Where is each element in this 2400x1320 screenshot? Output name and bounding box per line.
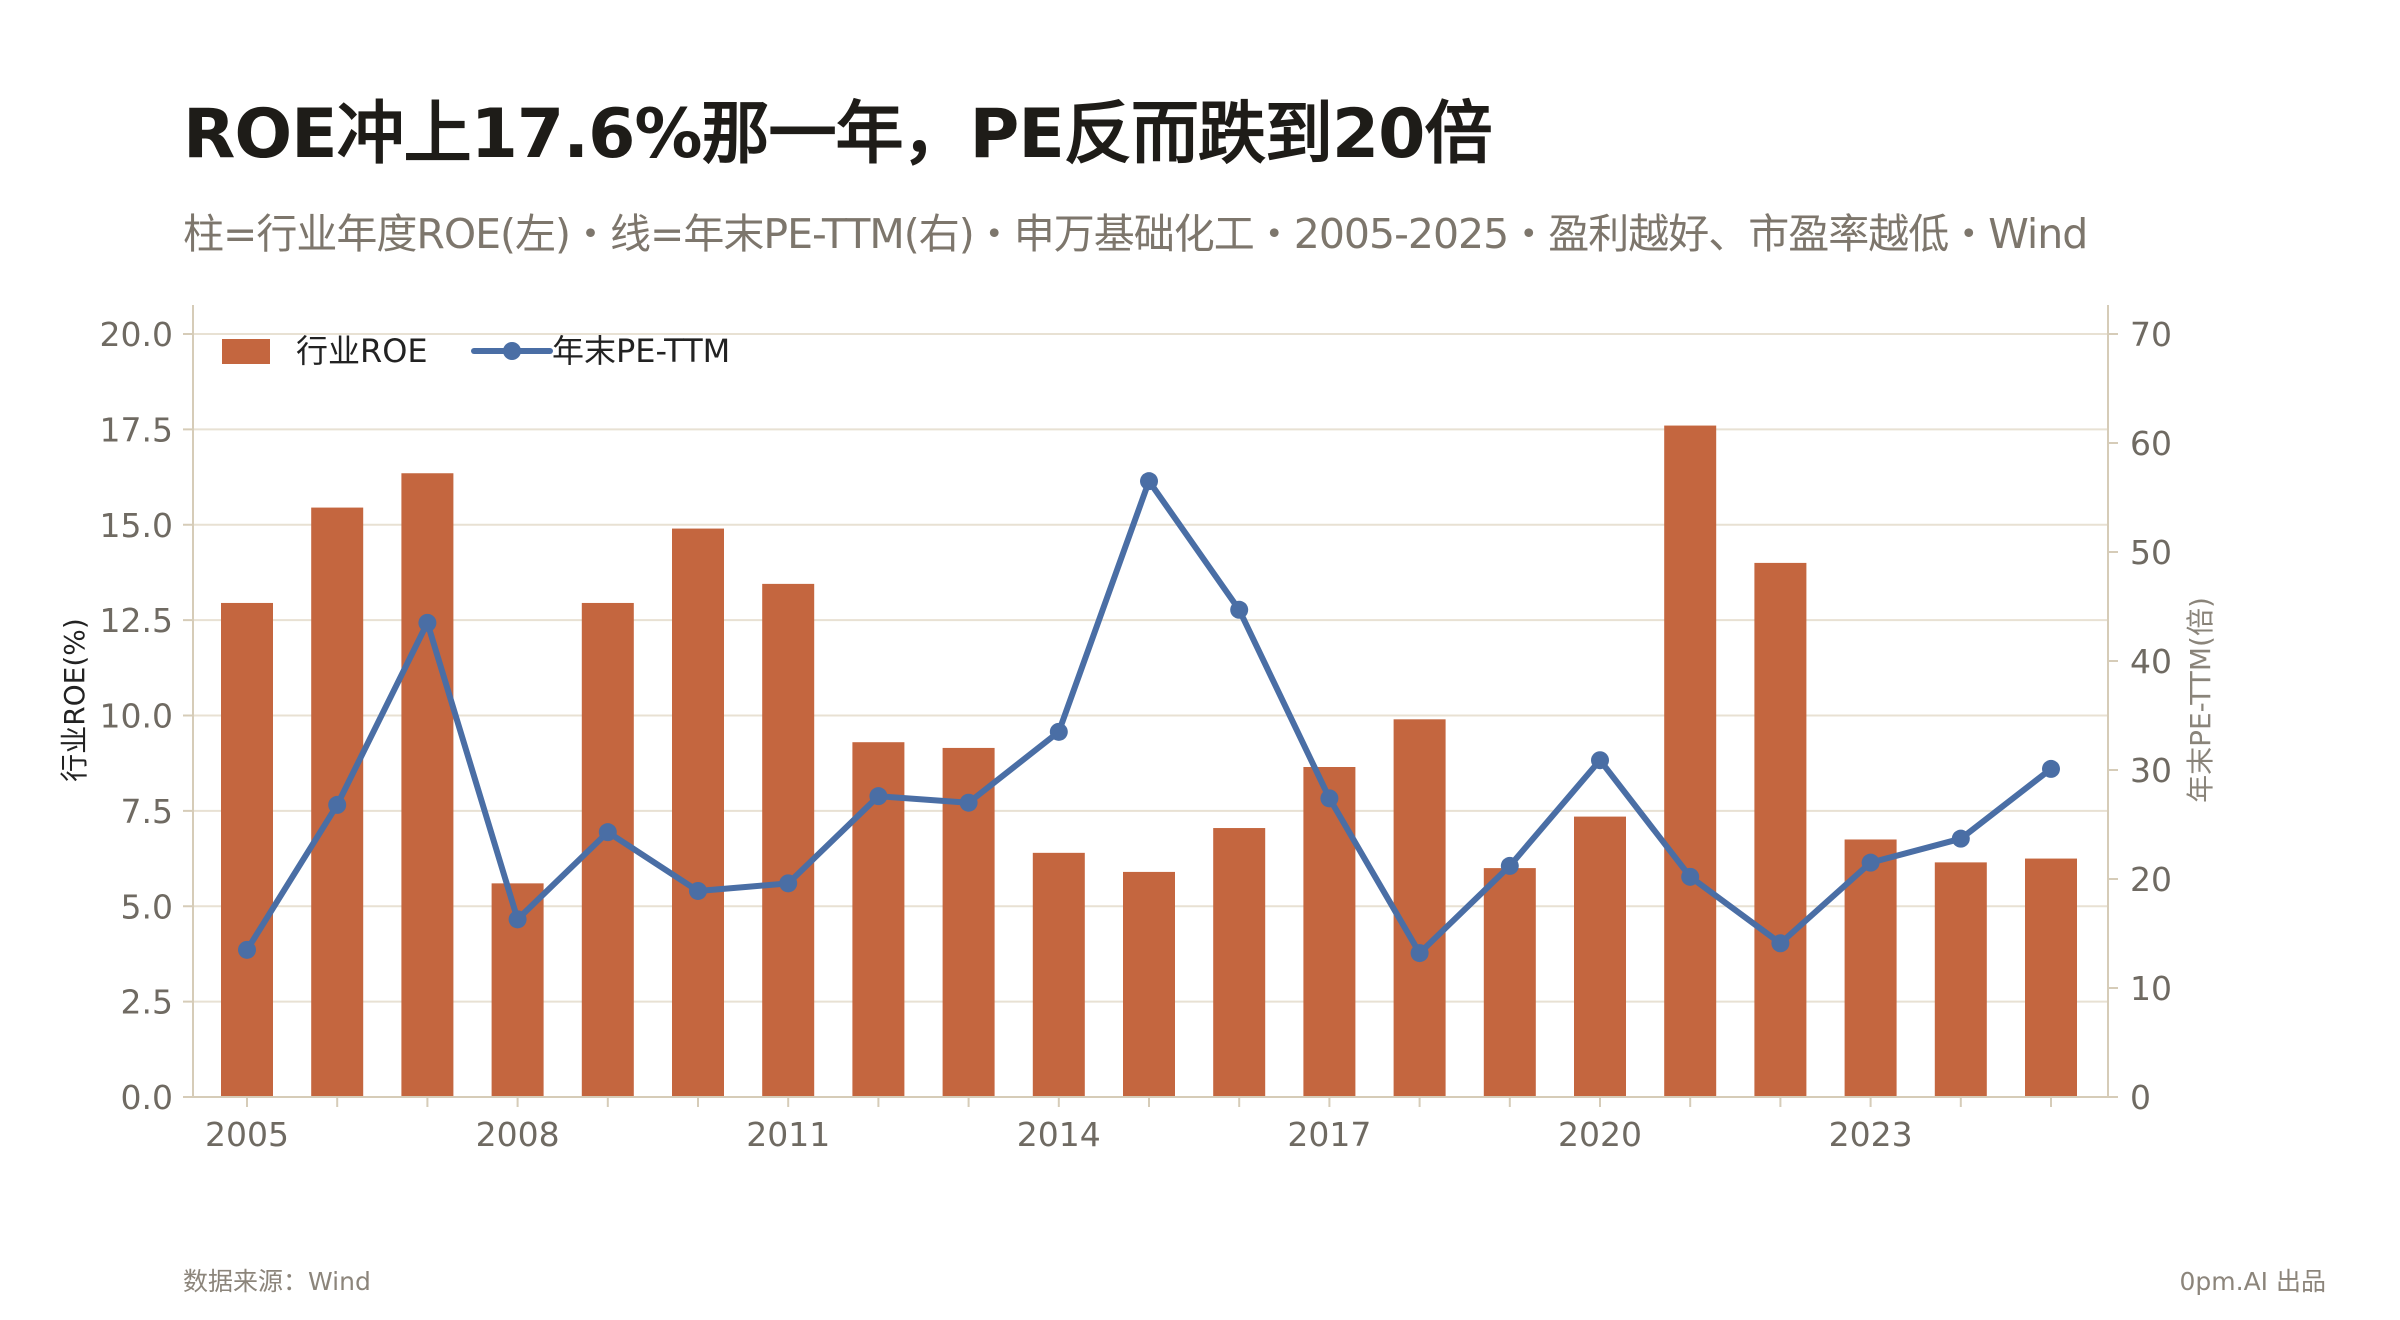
roe-bar [1754, 562, 1807, 1097]
pe-point [1951, 829, 1970, 848]
y-left-tick-label: 12.5 [100, 601, 173, 640]
y-left-tick-label: 10.0 [100, 697, 173, 736]
roe-bar [1483, 868, 1536, 1097]
pe-point [238, 940, 256, 959]
roe-bar [221, 602, 273, 1097]
y-axis-right-label: 年末PE-TTM(倍) [2184, 597, 2217, 803]
roe-bar [1213, 828, 1266, 1097]
pe-point [1049, 722, 1068, 741]
roe-bar [1393, 719, 1446, 1097]
y-left-tick-label: 7.5 [121, 792, 173, 831]
y-right-tick-label: 10 [2130, 969, 2172, 1008]
y-right-tick-label: 30 [2130, 751, 2172, 790]
roe-bar [401, 473, 454, 1097]
pe-point [1771, 934, 1790, 953]
pe-point [2042, 759, 2060, 778]
x-tick-label: 2014 [1017, 1115, 1101, 1154]
roe-bar [762, 583, 815, 1097]
legend-bar-swatch [222, 339, 270, 364]
y-left-tick-label: 15.0 [100, 506, 173, 545]
y-right-tick-label: 0 [2130, 1078, 2151, 1117]
pe-point [959, 793, 978, 812]
pe-point [1140, 472, 1158, 491]
pe-point [869, 787, 888, 806]
pe-point [598, 823, 617, 842]
y-axis-left-label: 行业ROE(%) [58, 618, 91, 782]
roe-bar [672, 528, 724, 1097]
axes [183, 305, 2118, 1107]
y-right-tick-label: 50 [2130, 533, 2172, 572]
y-left-tick-label: 5.0 [121, 887, 173, 926]
legend-line-marker [503, 342, 521, 360]
x-tick-label: 2011 [746, 1115, 830, 1154]
pe-point [779, 874, 798, 893]
x-tick-label: 2023 [1829, 1115, 1913, 1154]
roe-bar [1934, 862, 1987, 1097]
x-tick-label: 2020 [1558, 1115, 1642, 1154]
x-tick-label: 2017 [1287, 1115, 1371, 1154]
roe-bar [1303, 767, 1356, 1097]
pe-point [418, 613, 437, 632]
y-right-tick-label: 60 [2130, 424, 2172, 463]
roe-bar [1123, 871, 1175, 1097]
roe-bar [1574, 816, 1626, 1097]
tick-labels: 0.0 2.5 5.0 7.5 10.0 12.5 15.0 17.5 20.0 0 10 20 30 4… [100, 315, 2172, 1154]
legend-bar-label: 行业ROE [296, 332, 428, 370]
credit-note: 0pm.AI 出品 [2179, 1267, 2327, 1296]
pe-point [689, 881, 707, 900]
pe-point [1861, 853, 1880, 872]
chart-title: ROE冲上17.6%那一年，PE反而跌到20倍 [183, 95, 1492, 174]
pe-point [1230, 600, 1249, 619]
legend: 行业ROE 年末PE-TTM [222, 332, 730, 370]
pe-point [1320, 789, 1339, 808]
roe-bar [1032, 852, 1085, 1097]
y-left-tick-label: 2.5 [121, 983, 173, 1022]
pe-point [508, 910, 527, 929]
pe-line [238, 472, 2060, 963]
roe-bar [1844, 839, 1897, 1097]
y-right-tick-label: 20 [2130, 860, 2172, 899]
y-left-tick-label: 0.0 [121, 1078, 173, 1117]
pe-point [1591, 751, 1609, 770]
pe-point [1500, 856, 1519, 875]
pe-point [1681, 867, 1700, 886]
pe-point [1410, 944, 1429, 963]
pe-point [328, 795, 347, 814]
roe-bar [2025, 858, 2077, 1097]
roe-bars [221, 425, 2077, 1097]
x-tick-label: 2005 [205, 1115, 289, 1154]
source-note: 数据来源：Wind [183, 1267, 371, 1296]
y-left-tick-label: 20.0 [100, 315, 173, 354]
y-right-tick-label: 70 [2130, 315, 2172, 354]
y-left-tick-label: 17.5 [100, 410, 173, 449]
chart-subtitle: 柱=行业年度ROE(左)・线=年末PE-TTM(右)・申万基础化工・2005-2… [183, 210, 2088, 258]
x-tick-label: 2008 [476, 1115, 560, 1154]
y-right-tick-label: 40 [2130, 642, 2172, 681]
legend-line-label: 年末PE-TTM [552, 332, 730, 370]
roe-bar [1664, 425, 1717, 1097]
